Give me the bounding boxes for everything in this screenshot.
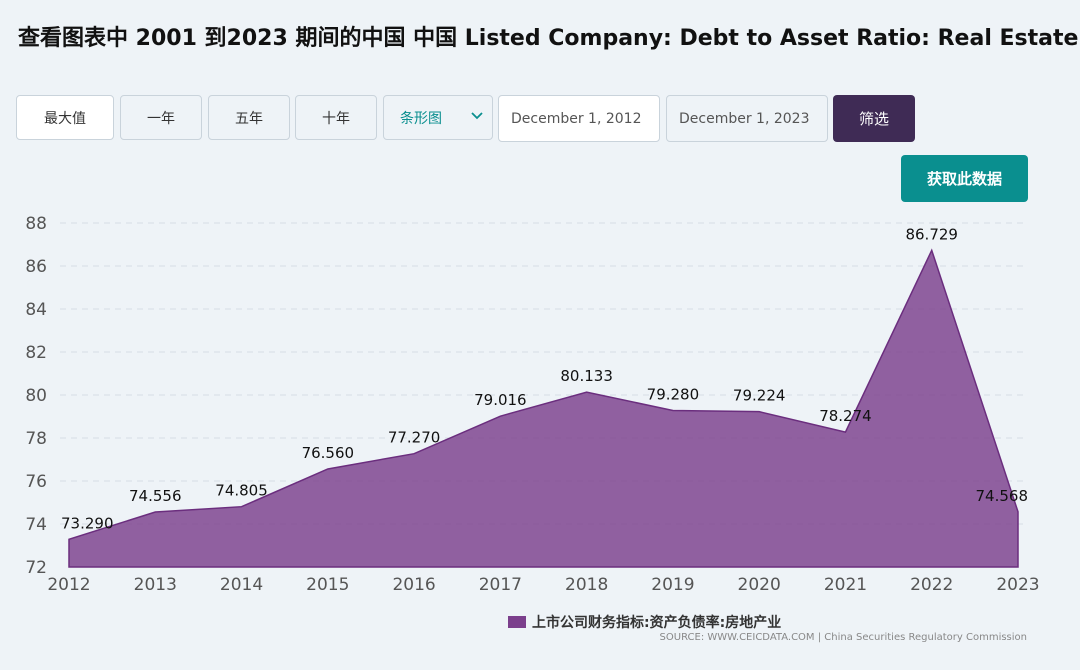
y-tick-78: 78 (25, 429, 47, 449)
filter-button[interactable]: 筛选 (833, 95, 915, 142)
y-tick-76: 76 (25, 472, 47, 492)
data-label-2022: 86.729 (905, 225, 958, 243)
x-tick-2014: 2014 (220, 575, 263, 595)
series-area (68, 248, 1019, 568)
legend: 上市公司财务指标:资产负债率:房地产业 (508, 612, 781, 632)
data-label-2015: 76.560 (302, 444, 355, 462)
x-tick-2015: 2015 (306, 575, 349, 595)
five-year-button[interactable]: 五年 (208, 95, 290, 140)
x-tick-2023: 2023 (996, 575, 1039, 595)
x-tick-2012: 2012 (47, 575, 90, 595)
data-label-2018: 80.133 (560, 367, 613, 385)
max-range-button[interactable]: 最大值 (16, 95, 114, 140)
data-label-2021: 78.274 (819, 407, 872, 425)
data-label-2013: 74.556 (129, 487, 182, 505)
data-label-2019: 79.280 (647, 385, 700, 403)
y-tick-84: 84 (25, 300, 47, 320)
legend-swatch (508, 616, 526, 628)
y-tick-88: 88 (25, 214, 47, 234)
data-label-2014: 74.805 (215, 482, 268, 500)
x-tick-2021: 2021 (824, 575, 867, 595)
get-data-button[interactable]: 获取此数据 (901, 155, 1028, 202)
x-axis: 2012 2013 2014 2015 2016 2017 2018 2019 2020 2021… (47, 575, 1039, 595)
y-tick-82: 82 (25, 343, 47, 363)
chart-type-label: 条形图 (400, 110, 442, 127)
x-tick-2013: 2013 (134, 575, 177, 595)
page-title: 查看图表中 2001 到2023 期间的中国 中国 Listed Company… (18, 26, 1079, 51)
x-tick-2019: 2019 (651, 575, 694, 595)
data-label-2012: 73.290 (61, 514, 114, 532)
y-tick-74: 74 (25, 515, 47, 535)
start-date-input[interactable] (498, 95, 660, 142)
source-note: SOURCE: WWW.CEICDATA.COM | China Securit… (659, 632, 1027, 643)
data-label-2023: 74.568 (976, 487, 1029, 505)
x-tick-2017: 2017 (479, 575, 522, 595)
data-label-2017: 79.016 (474, 391, 527, 409)
x-tick-2018: 2018 (565, 575, 608, 595)
x-tick-2016: 2016 (392, 575, 435, 595)
data-labels: 73.290 74.556 74.805 76.560 77.270 79.016 80.1… (61, 225, 1028, 532)
end-date-input[interactable] (666, 95, 828, 142)
one-year-button[interactable]: 一年 (120, 95, 202, 140)
y-tick-86: 86 (25, 257, 47, 277)
y-tick-80: 80 (25, 386, 47, 406)
data-label-2020: 79.224 (733, 387, 786, 405)
legend-label: 上市公司财务指标:资产负债率:房地产业 (532, 615, 782, 631)
x-tick-2022: 2022 (910, 575, 953, 595)
y-axis: 72 74 76 78 80 82 84 86 88 (25, 214, 47, 578)
y-tick-72: 72 (25, 558, 47, 578)
chart-type-select[interactable]: 条形图 (383, 95, 493, 140)
data-label-2016: 77.270 (388, 429, 441, 447)
ten-year-button[interactable]: 十年 (295, 95, 377, 140)
x-tick-2020: 2020 (738, 575, 781, 595)
chevron-down-icon (471, 112, 483, 120)
